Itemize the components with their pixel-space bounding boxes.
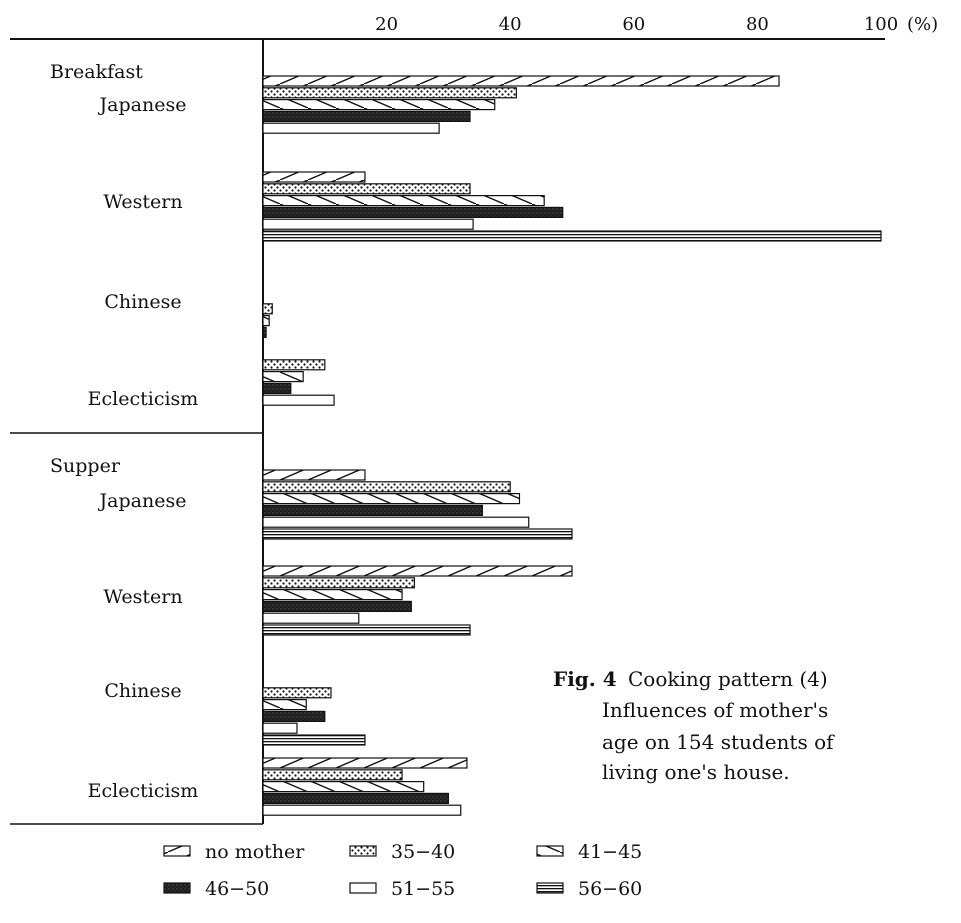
bar-56-60 — [262, 624, 471, 636]
category-label: Eclecticism — [88, 388, 199, 410]
bar-41-45 — [262, 493, 521, 505]
legend-label-51-55: 51−55 — [391, 878, 455, 900]
x-tick-label: 60 — [622, 14, 645, 35]
legend-label-no-mother: no mother — [205, 841, 305, 863]
group-label-breakfast: Breakfast — [50, 61, 143, 83]
caption-line: Cooking pattern (4) — [628, 667, 828, 691]
x-tick-label: 100 — [864, 14, 898, 35]
category-label: Japanese — [98, 490, 187, 512]
caption-line: Influences of mother's — [602, 698, 828, 722]
bar-51-55 — [262, 516, 530, 528]
bar-51-55 — [262, 804, 462, 816]
bar-35-40 — [262, 481, 511, 493]
bar-46-50 — [262, 504, 483, 516]
bar-35-40 — [262, 183, 471, 195]
bar-41-45 — [262, 371, 304, 383]
bar-46-50 — [262, 710, 326, 723]
bar-35-40 — [262, 687, 332, 699]
bar-51-55 — [262, 612, 360, 624]
bar-41-45 — [262, 780, 425, 793]
legend-swatch-56-60 — [536, 882, 564, 894]
caption-line: age on 154 students of — [602, 730, 835, 754]
legend-swatch-51-55 — [349, 882, 377, 894]
bar-46-50 — [262, 792, 449, 805]
bar-35-40 — [262, 303, 273, 315]
category-label: Japanese — [98, 94, 187, 116]
bar-51-55 — [262, 122, 440, 134]
bar-41-45 — [262, 588, 403, 601]
bar-no-mother — [262, 757, 468, 769]
x-tick-label: 20 — [375, 14, 398, 35]
bar-51-55 — [262, 394, 335, 406]
bar-35-40 — [262, 769, 403, 781]
bar-56-60 — [262, 230, 882, 242]
x-unit-label: (%) — [907, 14, 938, 35]
bar-46-50 — [262, 382, 292, 394]
category-label: Western — [103, 191, 182, 213]
legend-label-46-50: 46−50 — [205, 878, 269, 900]
bar-no-mother — [262, 75, 780, 87]
bar-35-40 — [262, 359, 326, 371]
legend-swatch-35-40 — [349, 845, 377, 857]
group-label-supper: Supper — [50, 455, 121, 477]
bar-56-60 — [262, 528, 573, 540]
legend-label-41-45: 41−45 — [578, 841, 642, 863]
bar-41-45 — [262, 195, 545, 207]
bar-35-40 — [262, 577, 416, 589]
bar-41-45 — [262, 98, 496, 111]
bar-46-50 — [262, 600, 412, 613]
legend-swatch-41-45 — [536, 845, 564, 857]
caption-line: living one's house. — [602, 760, 790, 784]
legend-label-35-40: 35−40 — [391, 841, 455, 863]
bar-41-45 — [262, 315, 270, 327]
bar-46-50 — [262, 110, 471, 123]
legend-swatch-46-50 — [163, 882, 191, 894]
category-label: Western — [103, 586, 182, 608]
legend-label-56-60: 56−60 — [578, 878, 642, 900]
x-tick-label: 40 — [499, 14, 522, 35]
bar-no-mother — [262, 565, 573, 577]
bar-35-40 — [262, 87, 517, 99]
category-label: Chinese — [104, 291, 181, 313]
x-tick-label: 80 — [746, 14, 769, 35]
category-label: Eclecticism — [88, 780, 199, 802]
bar-no-mother — [262, 171, 366, 183]
bar-46-50 — [262, 206, 564, 218]
bar-41-45 — [262, 698, 307, 711]
bar-56-60 — [262, 734, 366, 746]
category-label: Chinese — [104, 680, 181, 702]
bar-51-55 — [262, 722, 298, 734]
bar-46-50 — [262, 326, 267, 338]
figure-label: Fig. 4 — [553, 667, 617, 691]
bar-no-mother — [262, 469, 366, 481]
bar-51-55 — [262, 218, 474, 230]
legend-swatch-no-mother — [163, 845, 191, 857]
